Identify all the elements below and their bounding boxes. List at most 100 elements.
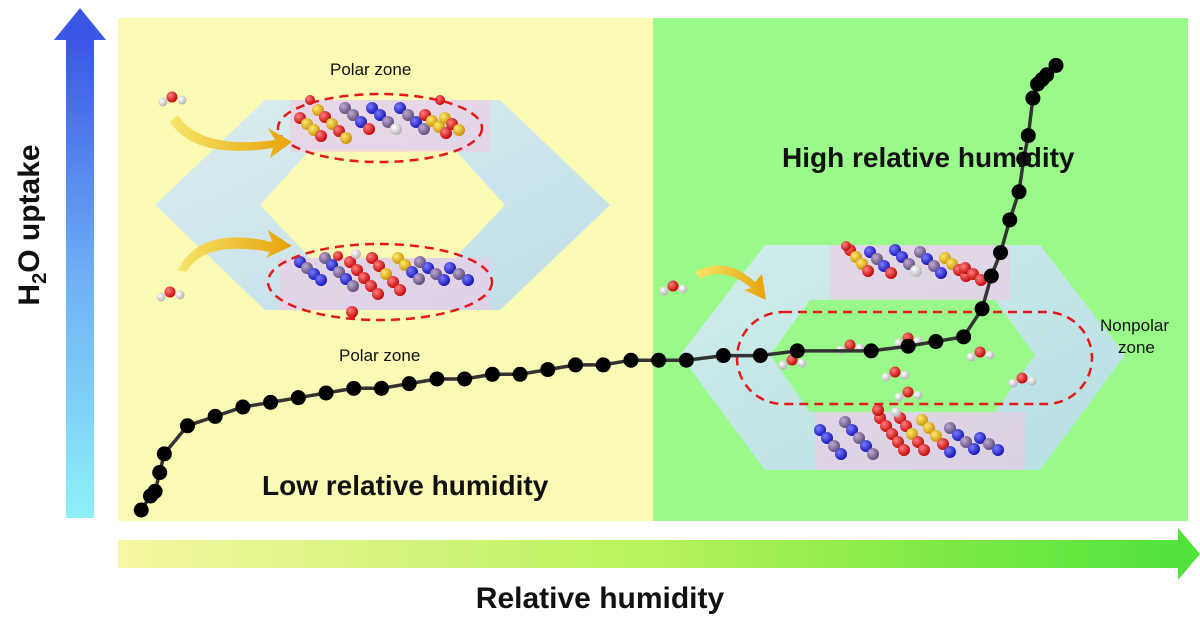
data-point bbox=[928, 334, 943, 349]
atom bbox=[835, 448, 847, 460]
y-axis-label: H2O uptake bbox=[10, 135, 50, 315]
atom bbox=[867, 448, 879, 460]
data-point bbox=[134, 503, 149, 518]
polar-zone-top-label: Polar zone bbox=[330, 60, 411, 80]
data-point bbox=[148, 484, 163, 499]
atom bbox=[872, 404, 884, 416]
atom bbox=[986, 351, 995, 360]
data-point bbox=[1002, 212, 1017, 227]
atom bbox=[862, 265, 874, 277]
data-point bbox=[1012, 184, 1027, 199]
atom bbox=[347, 280, 359, 292]
data-point bbox=[984, 269, 999, 284]
atom bbox=[845, 340, 856, 351]
atom bbox=[967, 353, 976, 362]
atom bbox=[935, 267, 947, 279]
atom bbox=[165, 287, 176, 298]
atom bbox=[992, 444, 1004, 456]
data-point bbox=[901, 339, 916, 354]
data-point bbox=[152, 465, 167, 480]
data-point bbox=[513, 367, 528, 382]
atom bbox=[390, 123, 402, 135]
atom bbox=[901, 371, 910, 380]
atom bbox=[798, 359, 807, 368]
nonpolar-zone-label-line2: zone bbox=[1118, 338, 1155, 358]
data-point bbox=[157, 446, 172, 461]
data-point bbox=[346, 381, 361, 396]
atom bbox=[895, 393, 904, 402]
atom bbox=[910, 265, 922, 277]
data-point bbox=[235, 400, 250, 415]
data-point bbox=[790, 343, 805, 358]
atom bbox=[346, 306, 358, 318]
atom bbox=[438, 274, 450, 286]
data-point bbox=[1021, 128, 1036, 143]
atom bbox=[914, 391, 923, 400]
atom bbox=[975, 347, 986, 358]
atom bbox=[1017, 373, 1028, 384]
data-point bbox=[180, 418, 195, 433]
data-point bbox=[864, 343, 879, 358]
data-point bbox=[993, 245, 1008, 260]
atom bbox=[891, 407, 901, 417]
data-point bbox=[956, 329, 971, 344]
atom bbox=[394, 284, 406, 296]
data-point bbox=[716, 348, 731, 363]
data-point bbox=[402, 376, 417, 391]
atom bbox=[333, 251, 343, 261]
atom bbox=[363, 123, 375, 135]
atom bbox=[968, 443, 980, 455]
x-axis-arrow bbox=[118, 528, 1200, 580]
data-point bbox=[651, 353, 666, 368]
data-point bbox=[1049, 58, 1064, 73]
data-point bbox=[263, 395, 278, 410]
data-point bbox=[753, 348, 768, 363]
atom bbox=[779, 361, 788, 370]
atom bbox=[918, 444, 930, 456]
atom bbox=[679, 285, 688, 294]
atom bbox=[413, 273, 425, 285]
atom bbox=[1009, 379, 1018, 388]
atom bbox=[372, 288, 384, 300]
atom bbox=[660, 287, 669, 296]
data-point bbox=[429, 371, 444, 386]
atom bbox=[315, 274, 327, 286]
atom bbox=[167, 92, 178, 103]
atom bbox=[1028, 377, 1037, 386]
nonpolar-zone-label-line1: Nonpolar bbox=[1100, 316, 1169, 336]
data-point bbox=[623, 353, 638, 368]
data-point bbox=[485, 367, 500, 382]
data-point bbox=[374, 381, 389, 396]
x-axis-label: Relative humidity bbox=[380, 582, 820, 616]
polar-zone-bottom-label: Polar zone bbox=[339, 346, 420, 366]
data-point bbox=[679, 353, 694, 368]
data-point bbox=[319, 386, 334, 401]
y-axis-arrow bbox=[54, 8, 106, 518]
data-point bbox=[457, 371, 472, 386]
atom bbox=[176, 291, 185, 300]
data-point bbox=[975, 301, 990, 316]
data-point bbox=[540, 362, 555, 377]
atom bbox=[315, 130, 327, 142]
data-point bbox=[596, 357, 611, 372]
atom bbox=[351, 249, 361, 259]
data-point bbox=[208, 409, 223, 424]
atom bbox=[898, 444, 910, 456]
atom bbox=[340, 132, 352, 144]
atom bbox=[885, 267, 897, 279]
atom bbox=[841, 241, 851, 251]
atom bbox=[157, 293, 166, 302]
data-point bbox=[1025, 91, 1040, 106]
atom bbox=[462, 274, 474, 286]
atom bbox=[178, 96, 187, 105]
atom bbox=[903, 387, 914, 398]
atom bbox=[890, 367, 901, 378]
atom bbox=[453, 124, 465, 136]
low-humidity-title: Low relative humidity bbox=[262, 470, 548, 502]
atom bbox=[668, 281, 679, 292]
atom bbox=[159, 98, 168, 107]
high-humidity-title: High relative humidity bbox=[782, 142, 1075, 174]
atom bbox=[944, 446, 956, 458]
data-point bbox=[568, 357, 583, 372]
